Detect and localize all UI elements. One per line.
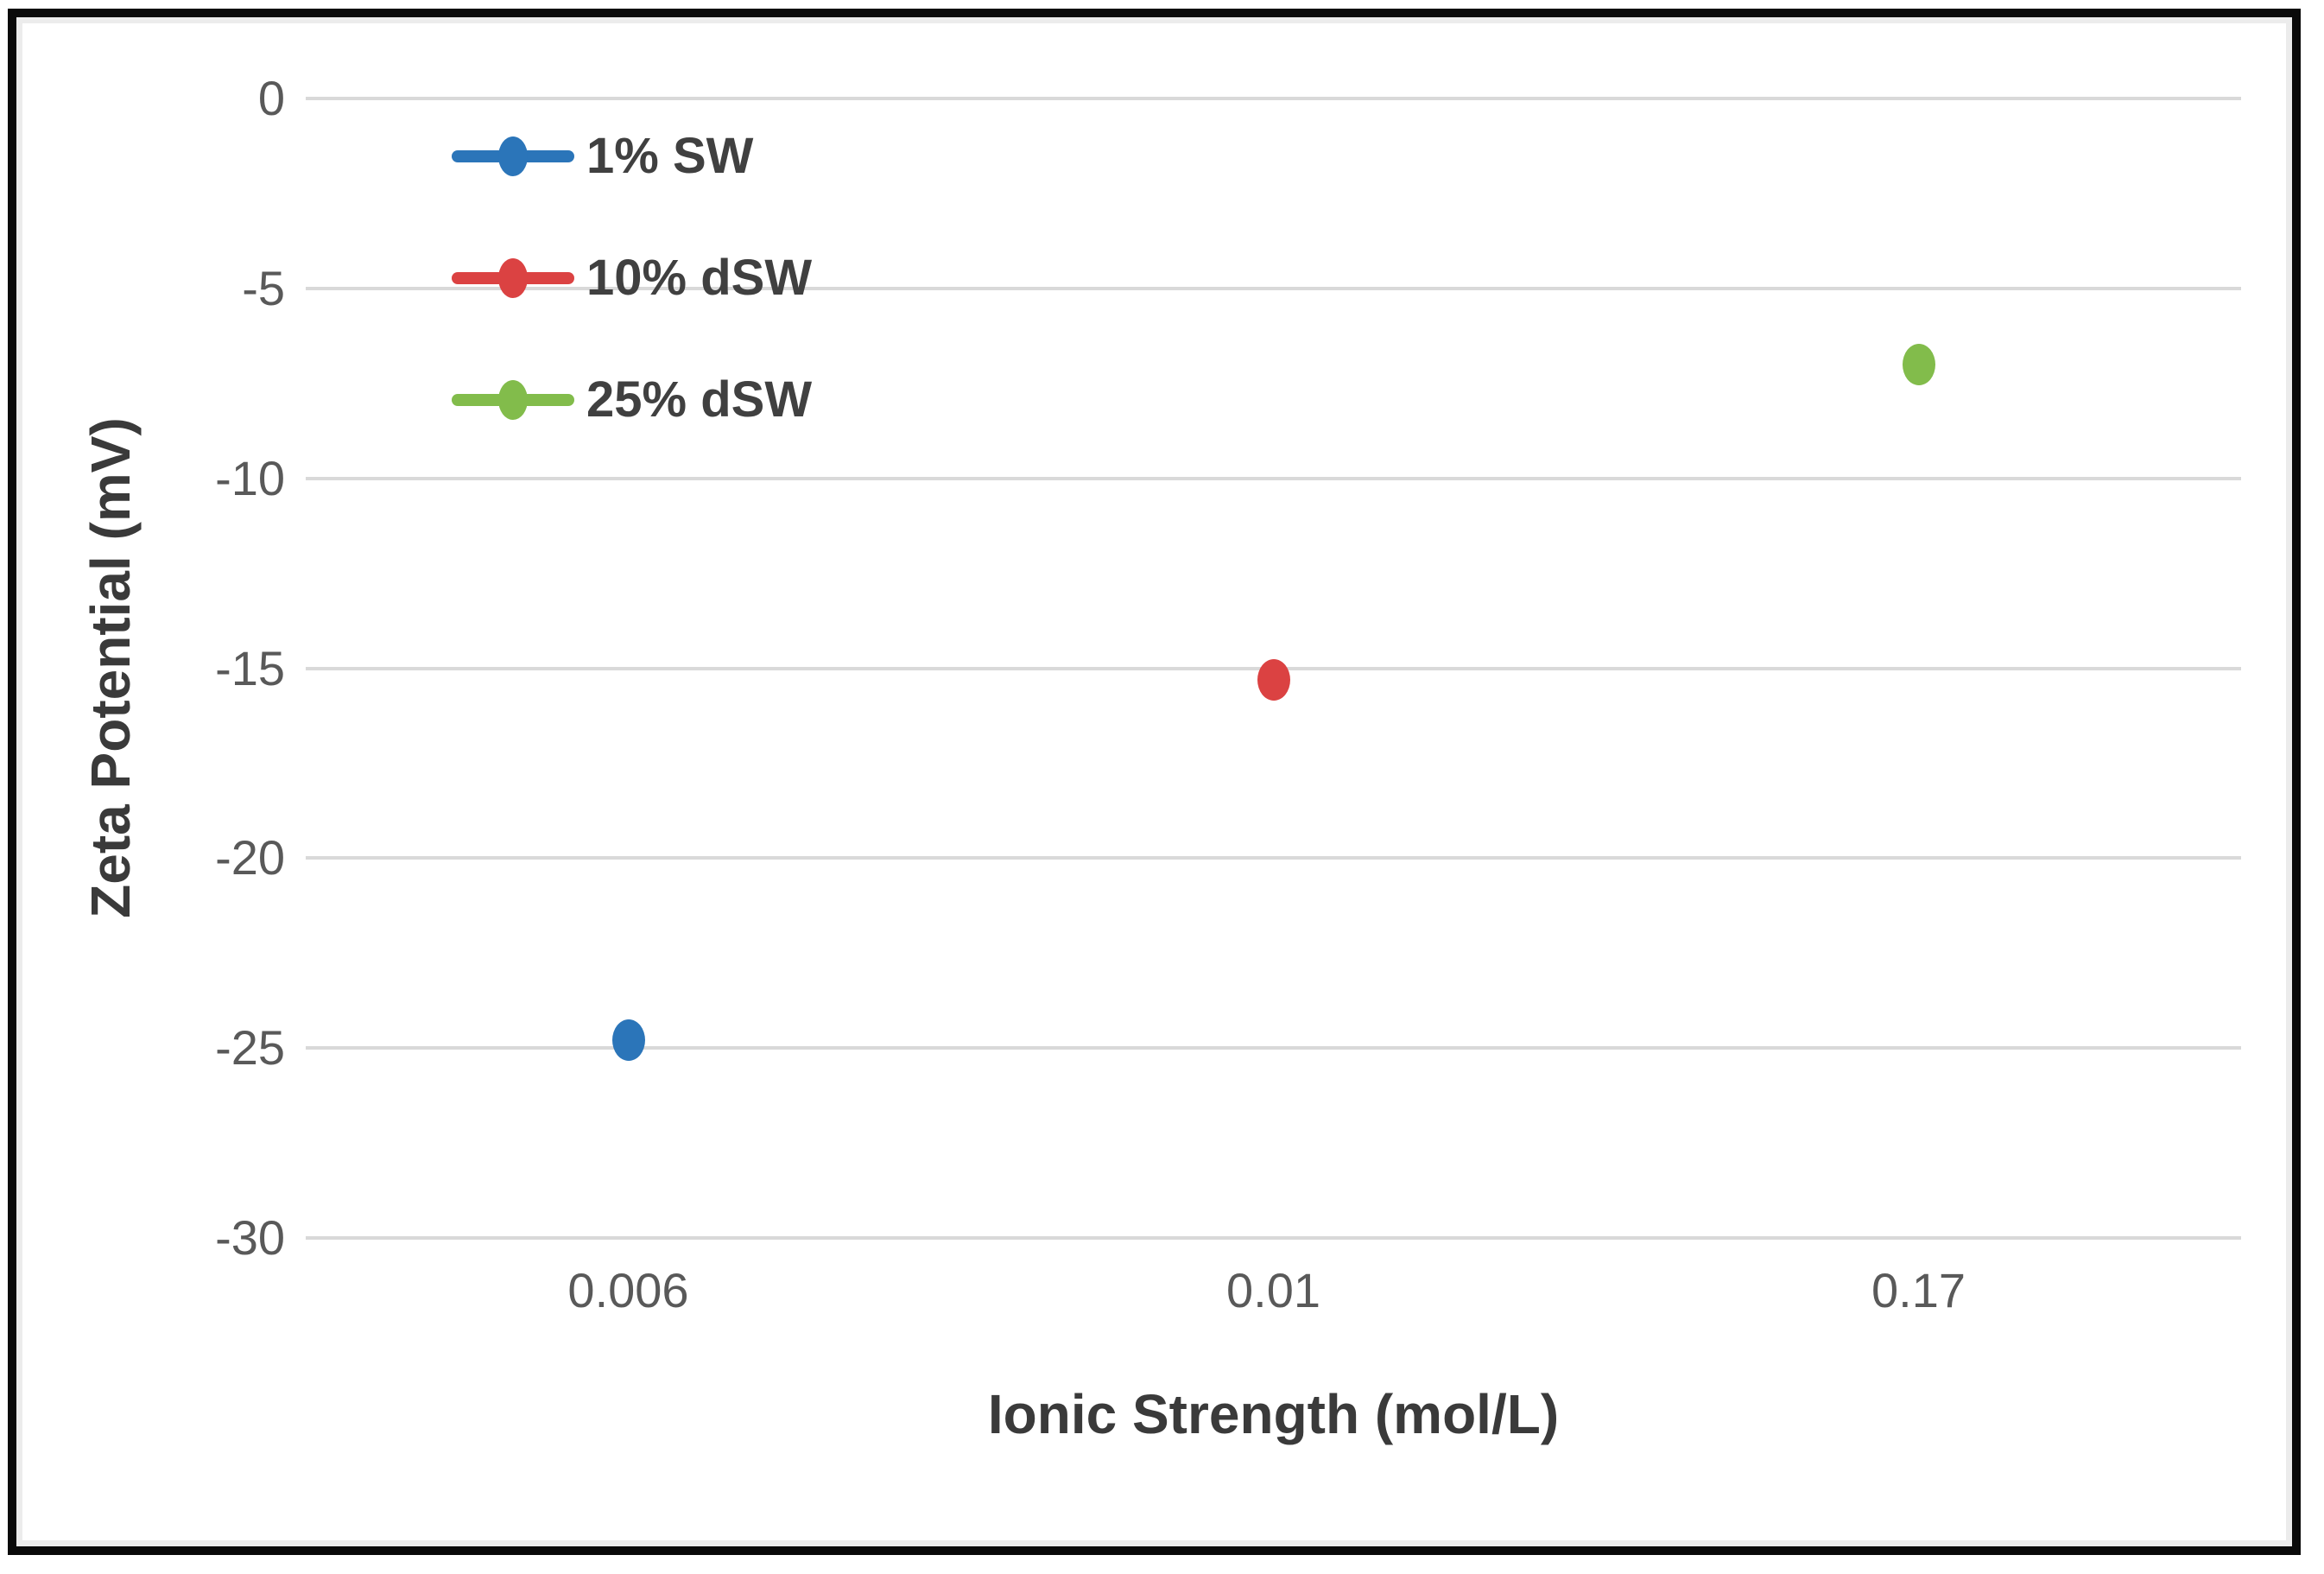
y-tick-label: -20 — [215, 830, 285, 885]
border-frame — [8, 9, 2301, 1555]
legend-key — [452, 376, 574, 424]
y-tick-label: -15 — [215, 640, 285, 695]
legend-marker-icon — [498, 257, 528, 298]
y-tick-label: -5 — [242, 260, 285, 315]
gridline — [306, 1046, 2241, 1050]
legend-key — [452, 132, 574, 181]
x-tick-label: 0.01 — [1226, 1263, 1320, 1317]
y-tick-label: 0 — [257, 71, 285, 125]
gridline — [306, 856, 2241, 860]
gridline — [306, 286, 2241, 290]
plot-area — [306, 97, 2241, 1240]
legend-item: 1% SW — [452, 95, 812, 217]
gridline — [306, 1236, 2241, 1240]
legend-item: 10% dSW — [452, 217, 812, 339]
data-point — [611, 1019, 645, 1062]
gridline — [306, 97, 2241, 100]
legend-marker-icon — [498, 136, 528, 176]
y-axis-title: Zeta Potential (mV) — [79, 417, 142, 918]
x-tick-label: 0.17 — [1871, 1263, 1966, 1317]
legend-key — [452, 254, 574, 302]
y-tick-label: -10 — [215, 450, 285, 505]
legend-label: 10% dSW — [586, 250, 813, 306]
data-point — [1257, 658, 1290, 701]
x-axis-title: Ionic Strength (mol/L) — [987, 1383, 1560, 1445]
gridline — [306, 476, 2241, 480]
data-point — [1902, 343, 1935, 385]
legend-label: 25% dSW — [586, 371, 813, 428]
y-tick-label: -30 — [215, 1210, 285, 1265]
legend-label: 1% SW — [586, 128, 754, 184]
legend-item: 25% dSW — [452, 339, 812, 460]
x-tick-label: 0.006 — [567, 1263, 689, 1317]
y-tick-label: -25 — [215, 1020, 285, 1076]
legend-marker-icon — [498, 379, 528, 420]
legend: 1% SW 10% dSW 25% dSW — [452, 95, 812, 460]
